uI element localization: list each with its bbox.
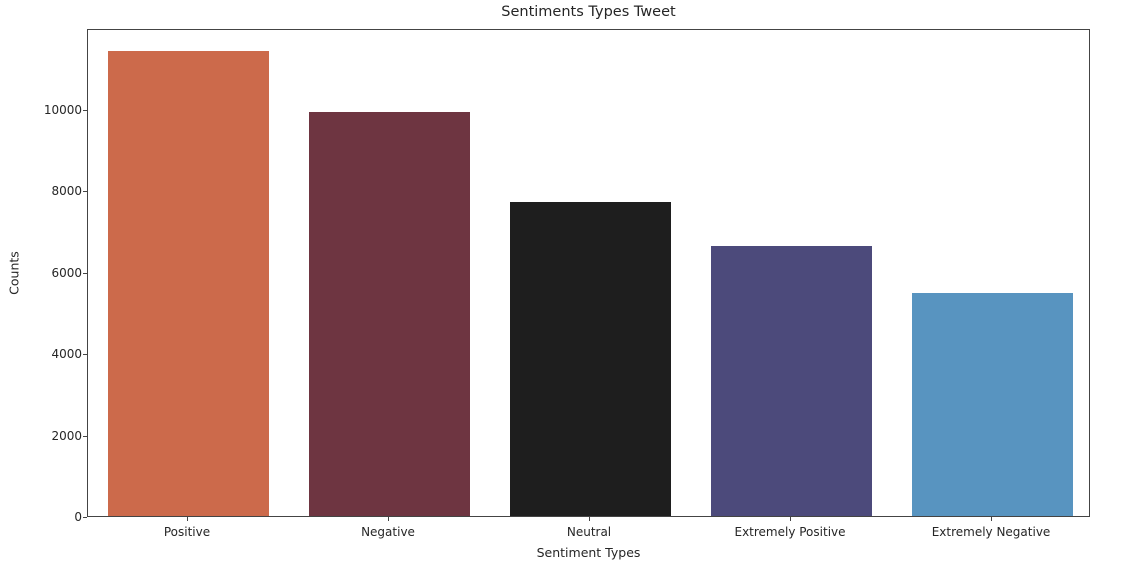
x-tick-mark xyxy=(589,517,590,521)
y-tick-label: 10000 xyxy=(43,102,82,117)
x-tick-mark xyxy=(187,517,188,521)
y-tick-mark xyxy=(83,272,87,274)
y-tick-label: 6000 xyxy=(51,265,82,280)
y-tick-label: 4000 xyxy=(51,347,82,361)
x-tick-label: Negative xyxy=(361,525,415,539)
bar-extremely-positive: 6624 xyxy=(710,246,872,516)
y-tick-label: 0 xyxy=(74,510,82,524)
x-tick-mark xyxy=(388,517,389,521)
y-tick-mark xyxy=(83,191,87,192)
bar-negative: 9917 xyxy=(308,111,470,516)
y-tick-mark xyxy=(83,109,87,111)
x-tick-label: Extremely Positive xyxy=(734,525,846,539)
y-tick-label: 2000 xyxy=(51,428,82,443)
chart-title: Sentiments Types Tweet xyxy=(501,4,676,20)
y-tick-mark xyxy=(83,435,87,437)
plot-area: 114229917771366245481 xyxy=(87,29,1090,517)
x-tick-mark xyxy=(991,517,992,521)
bar-positive: 11422 xyxy=(107,50,269,516)
x-axis-label: Sentiment Types xyxy=(536,545,641,560)
y-tick-mark xyxy=(83,517,87,518)
bar-neutral: 7713 xyxy=(509,201,671,516)
x-tick-label: Neutral xyxy=(566,525,612,539)
y-tick-mark xyxy=(83,354,87,355)
x-tick-label: Extremely Negative xyxy=(931,525,1051,539)
x-tick-label: Positive xyxy=(163,525,211,539)
x-tick-mark xyxy=(790,517,791,521)
y-tick-label: 8000 xyxy=(51,184,82,198)
bar-extremely-negative: 5481 xyxy=(911,292,1073,516)
